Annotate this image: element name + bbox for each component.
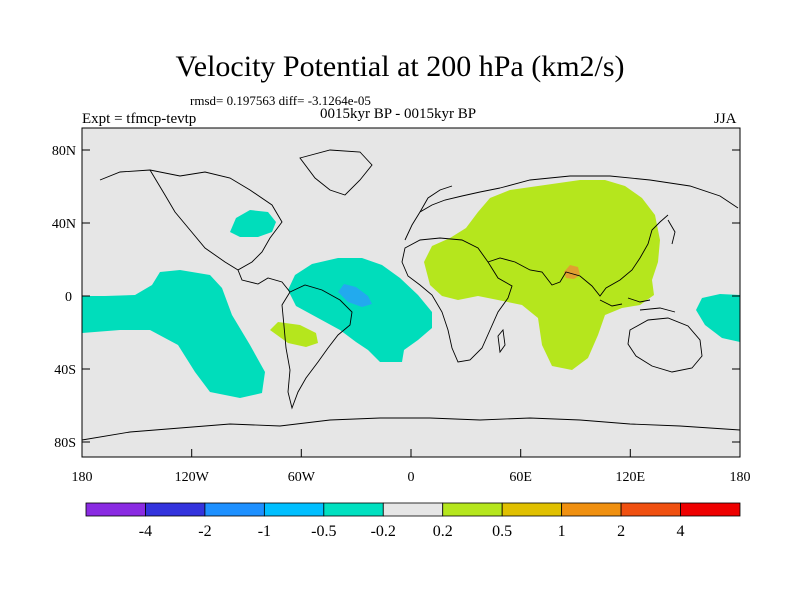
lon-ticks: [81, 449, 741, 457]
experiment-label: Expt = tfmcp-tevtp: [82, 111, 197, 127]
negative-region-atlantic: [288, 258, 432, 362]
colorbar-swatch-10: [680, 502, 741, 517]
colorbar: -4 -2 -1 -0.5 -0.2 0.2 0.5 1 2 4: [85, 502, 741, 540]
lat-label-0: 0: [65, 290, 72, 305]
negative-region-pacific: [82, 270, 265, 398]
lon-labels: 180 120W 60W 0 60E 120E 180: [72, 470, 751, 485]
colorbar-label-1: -2: [198, 523, 211, 540]
colorbar-swatch-2: [204, 502, 265, 517]
negative-core-atlantic: [338, 284, 372, 307]
lon-label-60e: 60E: [509, 470, 532, 485]
colorbar-swatch-7: [501, 502, 563, 517]
colorbar-swatch-5: [382, 502, 444, 517]
positive-region-asia: [424, 180, 660, 370]
colorbar-label-8: 2: [617, 523, 625, 540]
negative-region-west-pacific: [696, 294, 740, 342]
colorbar-swatch-4: [323, 502, 384, 517]
colorbar-swatch-0: [85, 502, 146, 517]
stats-label: rmsd= 0.197563 diff= -3.1264e-05: [190, 93, 371, 108]
colorbar-label-3: -0.5: [311, 523, 336, 540]
colorbar-label-0: -4: [139, 523, 152, 540]
colorbar-swatch-9: [620, 502, 681, 517]
lon-label-120e: 120E: [616, 470, 646, 485]
contour-fields: [82, 149, 740, 441]
map-title: Velocity Potential at 200 hPa (km2/s): [175, 50, 625, 83]
colorbar-label-7: 1: [558, 523, 566, 540]
lat-label-40s: 40S: [54, 363, 76, 378]
lat-label-80s: 80S: [54, 436, 76, 451]
colorbar-swatch-8: [561, 502, 622, 517]
lat-labels: 80N 40N 0 40S 80S: [52, 144, 76, 451]
lat-ticks: [82, 149, 740, 443]
colorbar-label-4: -0.2: [371, 523, 396, 540]
coastlines: [82, 149, 740, 441]
lon-label-120w: 120W: [175, 470, 210, 485]
lon-label-180e: 180: [730, 470, 751, 485]
lon-label-60w: 60W: [288, 470, 316, 485]
positive-region-south-america: [270, 322, 318, 347]
lon-label-0: 0: [408, 470, 415, 485]
colorbar-label-6: 0.5: [492, 523, 512, 540]
colorbar-label-9: 4: [677, 523, 685, 540]
lat-label-80n: 80N: [52, 144, 76, 159]
colorbar-swatch-3: [263, 502, 325, 517]
period-label: 0015kyr BP - 0015kyr BP: [320, 106, 477, 122]
lat-label-40n: 40N: [52, 217, 76, 232]
negative-region-north-america: [230, 210, 276, 237]
colorbar-label-5: 0.2: [433, 523, 453, 540]
lon-label-180w: 180: [72, 470, 93, 485]
positive-core-asia: [564, 265, 580, 279]
colorbar-swatch-1: [145, 502, 206, 517]
colorbar-swatch-6: [442, 502, 503, 517]
season-label: JJA: [714, 111, 737, 127]
colorbar-label-2: -1: [258, 523, 271, 540]
